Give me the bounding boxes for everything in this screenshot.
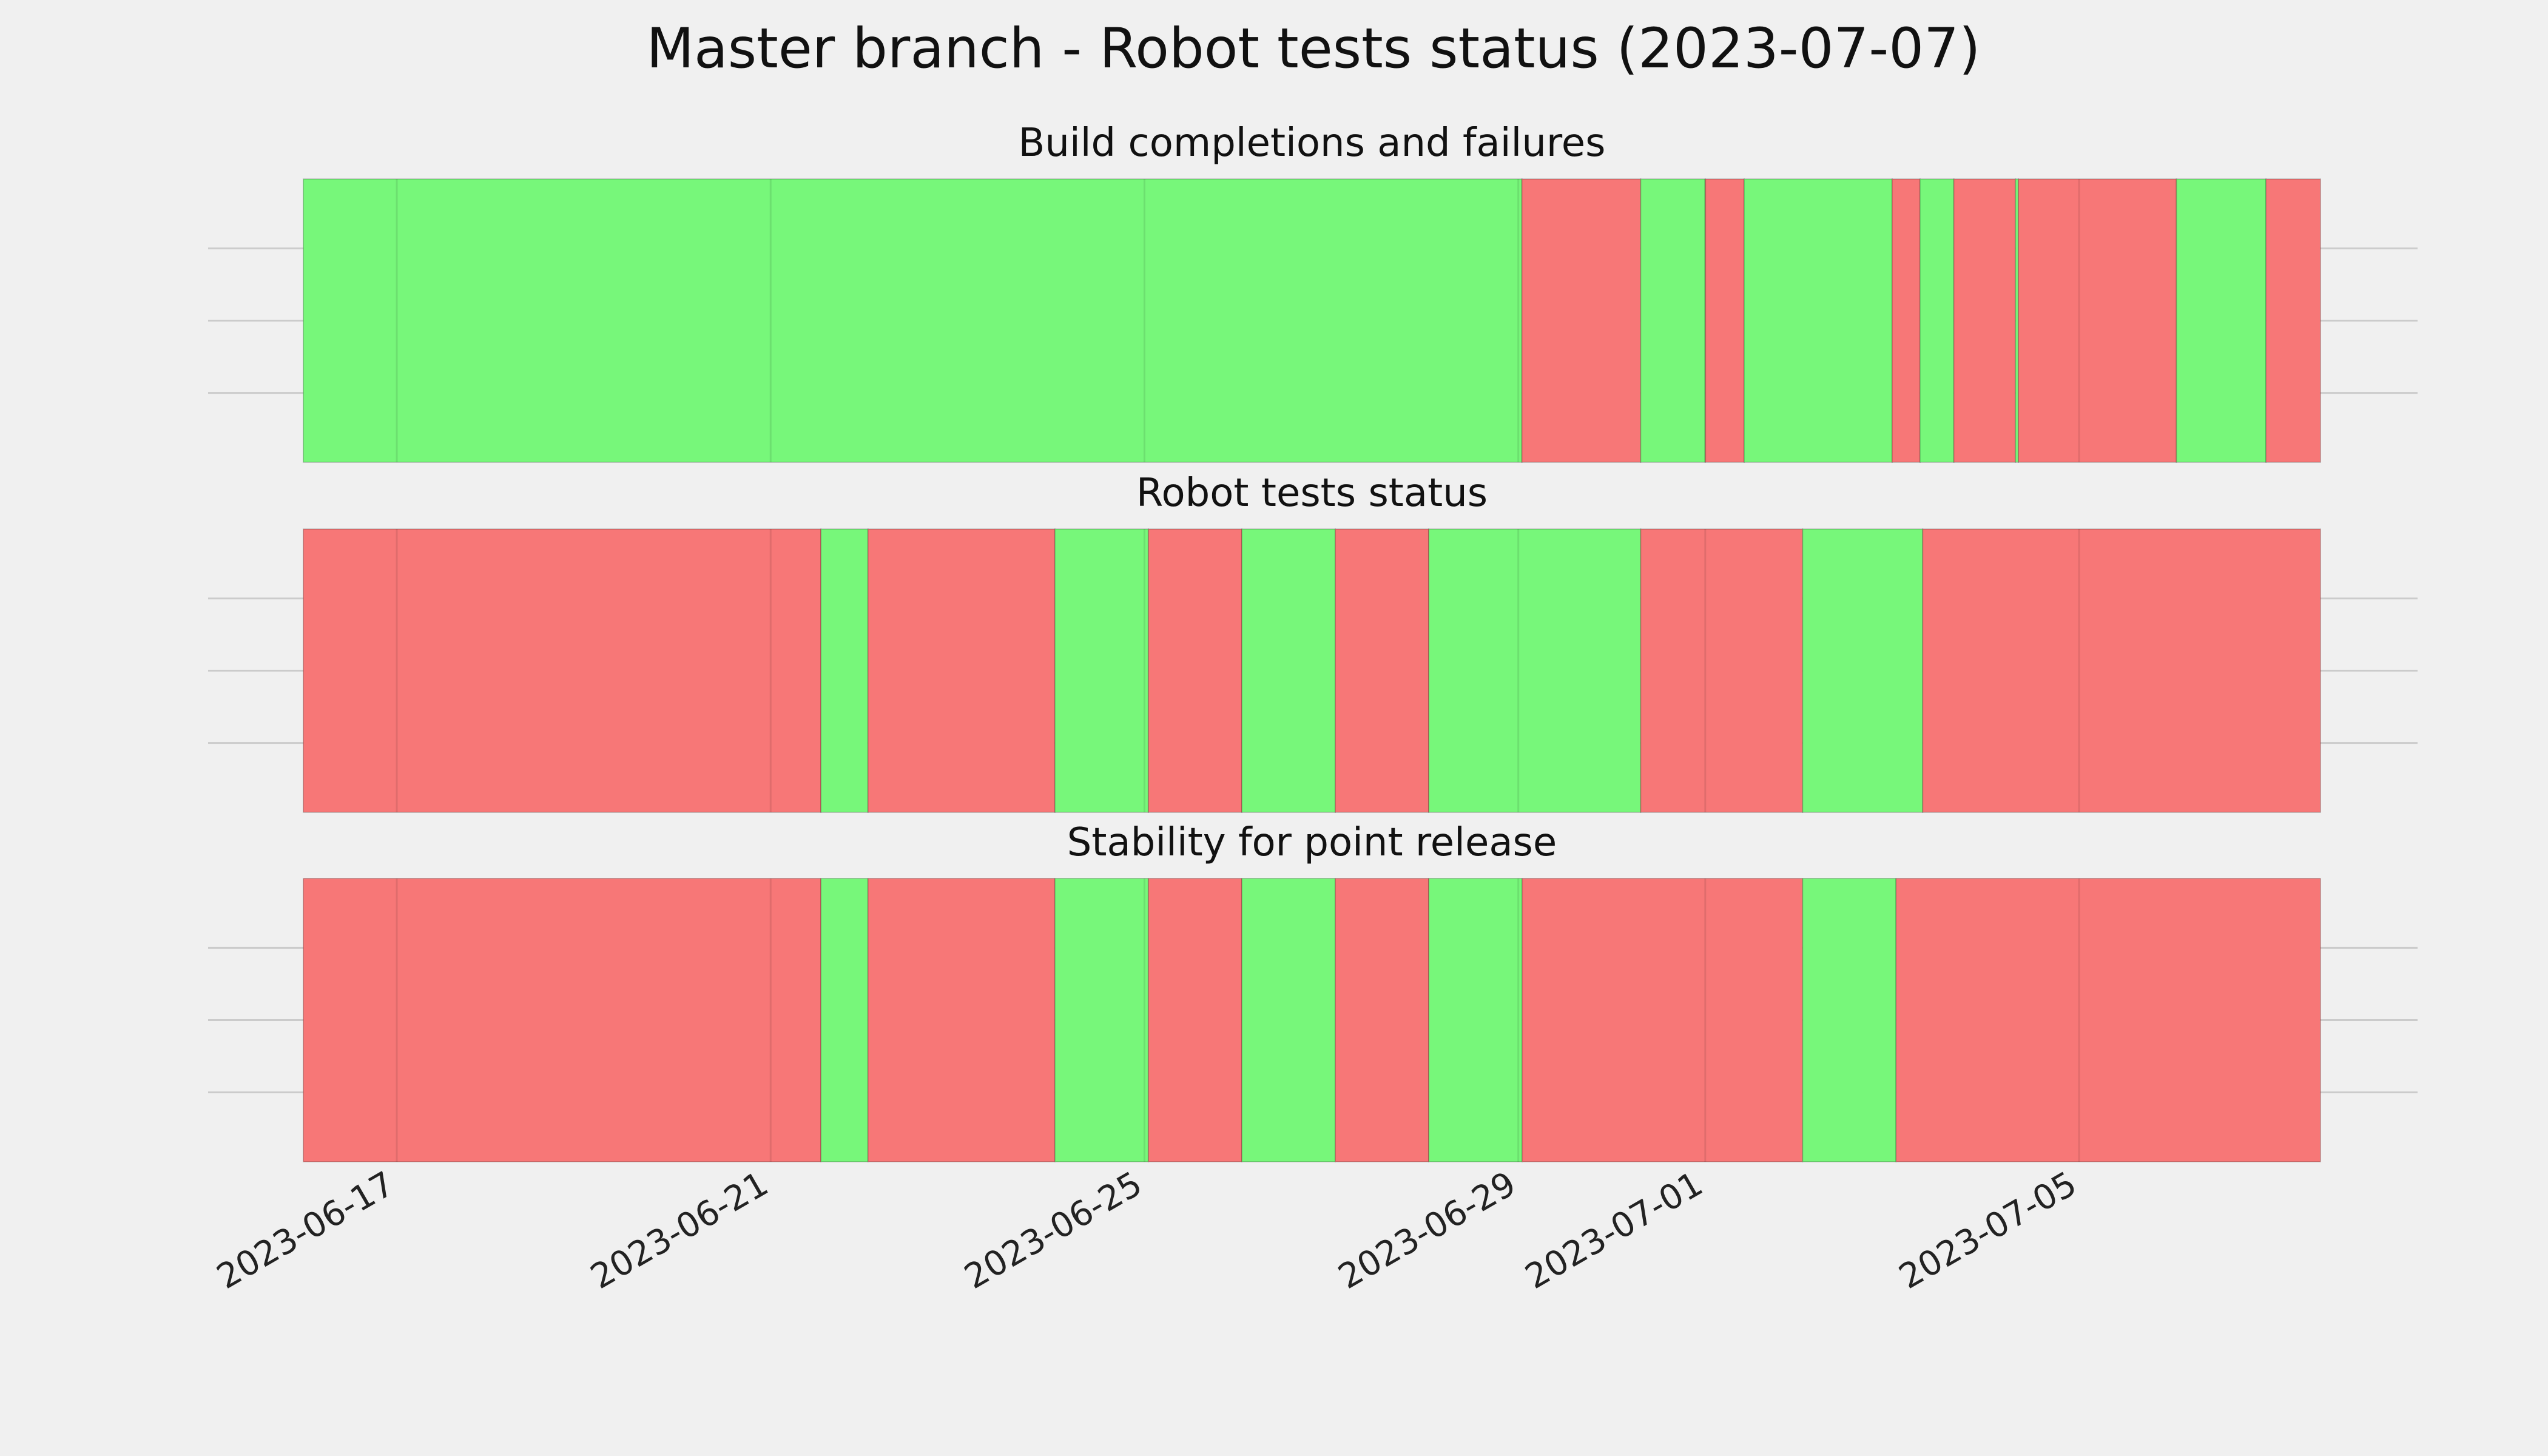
panel-3-segment-fail bbox=[1522, 878, 1804, 1162]
panel-3-segment-pass bbox=[1802, 878, 1897, 1162]
panel-2-segment-fail bbox=[867, 528, 1056, 813]
panel-1-title: Build completions and failures bbox=[1019, 121, 1606, 166]
panel-2-segment-pass bbox=[1054, 528, 1149, 813]
panel-3-segment-fail bbox=[303, 878, 822, 1162]
x-tick-label: 2023-06-29 bbox=[1332, 1164, 1522, 1297]
panel-3-segment-pass bbox=[1428, 878, 1523, 1162]
panel-3-segment-pass bbox=[1241, 878, 1336, 1162]
panel-1-segment-pass bbox=[303, 178, 1523, 463]
panel-2-segment-fail bbox=[1640, 528, 1804, 813]
panel-2-segment-pass bbox=[820, 528, 869, 813]
x-tick-label: 2023-07-05 bbox=[1893, 1164, 2083, 1297]
chart-title: Master branch - Robot tests status (2023… bbox=[646, 17, 1981, 81]
panel-1-segment-pass bbox=[1919, 178, 1955, 463]
x-tick-label: 2023-06-25 bbox=[958, 1164, 1148, 1297]
panel-2-segment-pass bbox=[1241, 528, 1336, 813]
panel-2-segment-pass bbox=[1802, 528, 1924, 813]
panel-1-segment-fail bbox=[1953, 178, 2017, 463]
panel-3-segment-fail bbox=[1335, 878, 1430, 1162]
panel-1-segment-fail bbox=[1891, 178, 1921, 463]
panel-1-segment-pass bbox=[1744, 178, 1893, 463]
panel-1-segment-pass bbox=[1640, 178, 1706, 463]
panel-2-segment-fail bbox=[1335, 528, 1430, 813]
panel-1-segment-fail bbox=[2017, 178, 2177, 463]
panel-1-segment-fail bbox=[2265, 178, 2322, 463]
panel-2-segment-fail bbox=[303, 528, 822, 813]
panel-3-title: Stability for point release bbox=[1067, 820, 1557, 865]
panel-2-title: Robot tests status bbox=[1136, 471, 1488, 516]
panel-2-segment-fail bbox=[1922, 528, 2321, 813]
x-tick-label: 2023-06-21 bbox=[584, 1164, 775, 1297]
panel-2-segment-pass bbox=[1428, 528, 1642, 813]
panel-3-segment-fail bbox=[867, 878, 1056, 1162]
panel-1-segment-fail bbox=[1704, 178, 1745, 463]
x-tick-label: 2023-07-01 bbox=[1518, 1164, 1709, 1297]
panel-3-segment-fail bbox=[1895, 878, 2322, 1162]
panel-3-segment-pass bbox=[1054, 878, 1149, 1162]
panel-3-segment-fail bbox=[1147, 878, 1242, 1162]
panel-2-segment-fail bbox=[1147, 528, 1242, 813]
x-tick-label: 2023-06-17 bbox=[211, 1164, 401, 1297]
panel-1-segment-pass bbox=[2176, 178, 2267, 463]
panel-3-segment-pass bbox=[820, 878, 869, 1162]
panel-1-segment-fail bbox=[1521, 178, 1642, 463]
